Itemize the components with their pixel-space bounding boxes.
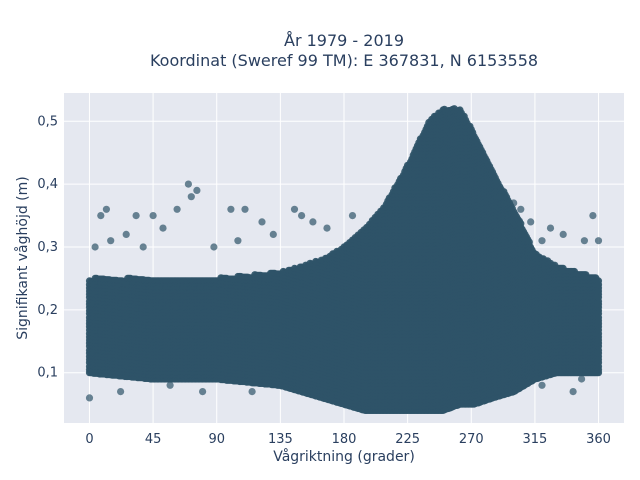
data-points [85, 105, 603, 414]
